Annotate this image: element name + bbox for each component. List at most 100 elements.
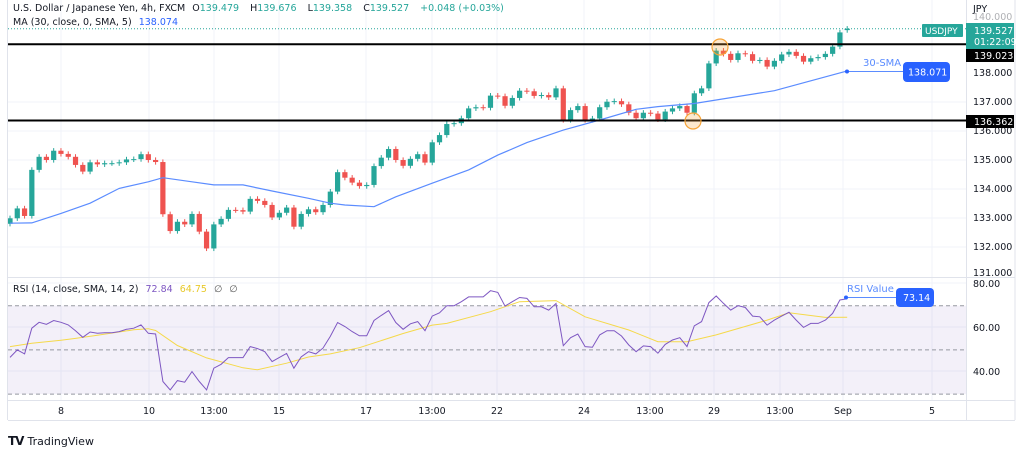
time-label: 8: [58, 406, 64, 417]
rsi-extra-2: ∅: [229, 284, 238, 295]
candle: [633, 110, 639, 121]
candle-body: [844, 28, 850, 31]
candle: [546, 92, 552, 100]
candle: [167, 211, 173, 234]
time-label: 13:00: [200, 406, 227, 417]
legend-main: U.S. Dollar / Japanese Yen, 4h, FXCM O13…: [13, 3, 508, 14]
candle-body: [189, 213, 195, 225]
candle: [582, 103, 588, 123]
candle-body: [422, 154, 428, 163]
candle-body: [102, 163, 108, 165]
candle: [480, 104, 486, 111]
candle: [531, 88, 537, 99]
candle-body: [211, 224, 217, 249]
tradingview-logo[interactable]: TV TradingView: [8, 434, 94, 448]
candle-body: [626, 104, 632, 113]
candle-body: [640, 112, 646, 119]
candle: [182, 219, 188, 227]
candle-body: [393, 148, 399, 160]
candle: [436, 132, 443, 145]
candle: [327, 189, 333, 208]
symbol-badge: USDJPY: [925, 27, 958, 37]
time-label: 13:00: [418, 406, 445, 417]
candle-body: [131, 159, 137, 161]
candle: [648, 110, 654, 117]
candle: [466, 105, 472, 121]
rsi-badge-bg: [896, 288, 934, 307]
candle: [538, 92, 545, 99]
candle-body: [502, 96, 508, 106]
candle-body: [254, 198, 261, 201]
candle-body: [706, 63, 712, 89]
tradingview-brand-name: TradingView: [27, 434, 94, 448]
candle: [604, 99, 610, 110]
candle-body: [174, 221, 181, 232]
candle: [29, 167, 35, 219]
candle: [72, 154, 79, 168]
candle-body: [604, 101, 610, 108]
time-axis[interactable]: 8 10 13:00 15 17 13:00 22 24 13:00 29 13:00 Sep 5: [58, 406, 935, 417]
candle: [699, 85, 705, 96]
candle-body: [800, 55, 807, 62]
rsi-title[interactable]: RSI (14, close, SMA, 14, 2): [13, 284, 139, 295]
candle-body: [240, 210, 246, 212]
price-tick: 131.000: [973, 268, 1012, 279]
candle-body: [203, 231, 210, 249]
time-label: 13:00: [636, 406, 663, 417]
rsi-line[interactable]: [9, 290, 848, 391]
ma-title[interactable]: MA (30, close, 0, SMA, 5): [13, 17, 132, 28]
candles-layer: [7, 26, 850, 252]
candle-body: [29, 169, 35, 216]
candle: [618, 98, 625, 107]
candle-body: [764, 59, 770, 67]
candle-body: [524, 90, 530, 92]
rsi-tick: 60.00: [973, 323, 1000, 334]
candle-body: [72, 156, 79, 165]
candle: [393, 146, 399, 163]
candle: [320, 202, 326, 215]
support-touch-circle: [684, 112, 702, 130]
candle: [385, 146, 392, 161]
rsi-extra-1: ∅: [213, 284, 223, 295]
candle-body: [436, 135, 443, 143]
candle-body: [749, 54, 756, 61]
candle: [145, 151, 151, 163]
symbol-title[interactable]: U.S. Dollar / Japanese Yen, 4h, FXCM: [13, 3, 186, 14]
high-value: 139.676: [257, 3, 297, 14]
sma-30-line[interactable]: [9, 70, 848, 224]
candle: [757, 57, 763, 64]
candle-body: [400, 160, 406, 166]
support-label-bg: [966, 115, 1014, 128]
candle: [291, 204, 297, 230]
candle-body: [342, 172, 348, 178]
candle: [14, 205, 20, 221]
ma-value: 138.074: [138, 17, 178, 28]
candle-body: [51, 150, 57, 160]
candle: [706, 60, 712, 91]
candle: [735, 50, 741, 63]
candle-body: [451, 123, 457, 125]
candle-body: [669, 108, 676, 112]
candle: [342, 169, 348, 181]
time-label: 24: [578, 406, 590, 417]
rsi-badge: 73.14: [903, 293, 930, 304]
candle-body: [305, 209, 312, 214]
candle: [422, 151, 428, 166]
candle: [553, 85, 559, 100]
candle: [218, 216, 224, 227]
legend-ma: MA (30, close, 0, SMA, 5) 138.074: [13, 17, 182, 28]
candle-body: [837, 32, 843, 47]
time-label: 5: [929, 406, 935, 417]
candle-body: [327, 191, 333, 205]
rsi-axis[interactable]: 80.00 60.00 40.00: [973, 279, 1000, 378]
candle-body: [385, 148, 392, 158]
candle-body: [116, 162, 122, 164]
candle-body: [575, 106, 581, 111]
price-tick: 132.000: [973, 242, 1012, 253]
price-axis[interactable]: JPY 140.000 138.000 137.000 136.000 135.…: [972, 4, 1012, 279]
candle: [116, 159, 122, 166]
candle: [611, 98, 617, 105]
candle: [786, 49, 792, 58]
close-label: C: [363, 3, 370, 14]
